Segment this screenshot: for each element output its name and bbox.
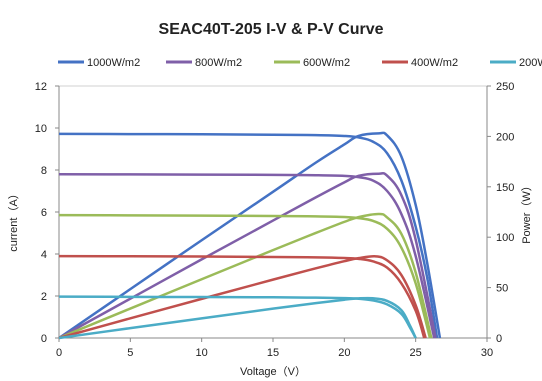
y-axis-right-label: Power（W） <box>520 180 533 244</box>
iv-curve-800w-m2 <box>58 172 436 339</box>
chart-title: SEAC40T-205 I-V & P-V Curve <box>159 21 384 38</box>
iv-curve-1000w-m2 <box>58 132 439 339</box>
pv-curve-600w-m2 <box>58 212 433 340</box>
iv-curve-600w-m2 <box>58 213 432 339</box>
legend-item-600w-m2: 600W/m2 <box>274 57 350 69</box>
iv-curve-200w-m2 <box>58 295 417 339</box>
pv-curve-800w-m2 <box>58 171 437 340</box>
x-tick-label: 25 <box>410 347 422 359</box>
x-tick-label: 20 <box>338 347 350 359</box>
legend-item-200w-m2: 200W/m2 <box>490 57 542 69</box>
y-left-tick-label: 10 <box>35 123 47 135</box>
y-left-tick-label: 12 <box>35 81 47 93</box>
y-left-tick-label: 0 <box>41 333 47 345</box>
x-tick-label: 0 <box>56 347 62 359</box>
x-axis-label: Voltage（V） <box>240 365 306 378</box>
y-left-tick-label: 6 <box>41 207 47 219</box>
x-tick-label: 5 <box>127 347 133 359</box>
pv-curve-400w-m2 <box>58 255 427 340</box>
x-tick-label: 30 <box>481 347 493 359</box>
y-right-tick-label: 50 <box>496 283 508 295</box>
legend: 1000W/m2 800W/m2 600W/m2 400W/m2 200W/m2 <box>58 57 542 69</box>
legend-label: 400W/m2 <box>411 57 458 69</box>
x-tick-label: 15 <box>267 347 279 359</box>
y-left-tick-label: 4 <box>41 249 47 261</box>
legend-label: 600W/m2 <box>303 57 350 69</box>
y-right-tick-label: 200 <box>496 131 514 143</box>
legend-label: 200W/m2 <box>519 57 542 69</box>
y-left-tick-label: 2 <box>41 291 47 303</box>
y-right-tick-label: 150 <box>496 182 514 194</box>
y-left-tick-label: 8 <box>41 165 47 177</box>
legend-item-400w-m2: 400W/m2 <box>382 57 458 69</box>
pv-curve-200w-m2 <box>58 296 417 340</box>
legend-label: 1000W/m2 <box>87 57 140 69</box>
legend-item-1000w-m2: 1000W/m2 <box>58 57 140 69</box>
y-right-tick-label: 0 <box>496 333 502 345</box>
y-right-tick-label: 250 <box>496 81 514 93</box>
y-axis-left-label: current（A） <box>7 188 20 252</box>
legend-label: 800W/m2 <box>195 57 242 69</box>
iv-curve-400w-m2 <box>58 254 426 339</box>
legend-item-800w-m2: 800W/m2 <box>166 57 242 69</box>
y-right-tick-label: 100 <box>496 232 514 244</box>
x-tick-label: 10 <box>196 347 208 359</box>
